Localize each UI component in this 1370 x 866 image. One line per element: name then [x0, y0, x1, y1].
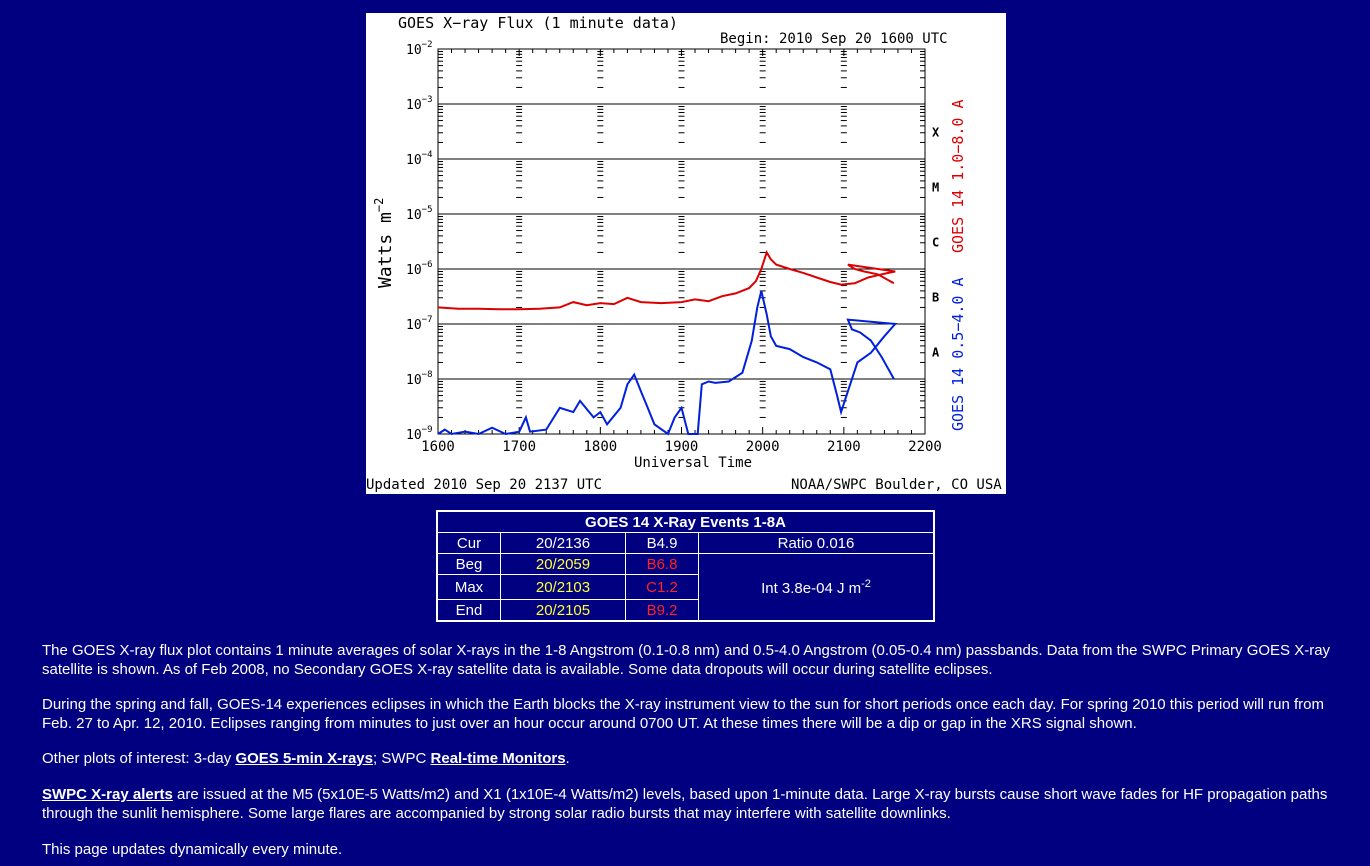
y-tick-label: 10−4 — [406, 150, 433, 168]
plot-title: GOES X−ray Flux (1 minute data) — [398, 14, 678, 32]
credit-label: NOAA/SWPC Boulder, CO USA — [791, 477, 1002, 493]
flare-class-label: A — [932, 346, 940, 360]
x-tick-label: 1700 — [502, 439, 536, 455]
flare-class-label: X — [932, 126, 940, 140]
y-tick-label: 10−7 — [406, 315, 433, 333]
legend-short-channel: GOES 14 0.5−4.0 A — [949, 277, 967, 431]
x-axis-label: Universal Time — [634, 455, 752, 471]
row-label: End — [436, 599, 501, 622]
flare-class-label: B — [932, 291, 939, 305]
x-tick-label: 1600 — [421, 439, 455, 455]
paragraph-description: The GOES X-ray flux plot contains 1 minu… — [42, 642, 1331, 678]
table-row: Max 20/2103 C1.2 — [436, 574, 934, 600]
x-tick-label: 2200 — [908, 439, 942, 455]
realtime-monitors-link[interactable]: Real-time Monitors — [430, 750, 566, 767]
row-class: B4.9 — [625, 532, 699, 554]
series-short-channel — [437, 290, 898, 436]
table-row: End 20/2105 B9.2 — [436, 599, 934, 622]
x-tick-label: 1800 — [583, 439, 617, 455]
row-time: 20/2105 — [500, 599, 626, 622]
row-class: B6.8 — [625, 553, 699, 575]
y-tick-labels: 10−2 10−3 10−4 10−5 10−6 10−7 10−8 10−9 — [406, 40, 433, 443]
row-label: Cur — [436, 532, 501, 554]
row-class: B9.2 — [625, 599, 699, 622]
events-title-row: GOES 14 X-Ray Events 1-8A — [436, 510, 935, 533]
events-title: GOES 14 X-Ray Events 1-8A — [436, 510, 935, 533]
row-class: C1.2 — [625, 574, 699, 600]
x-tick-labels: 1600 1700 1800 1900 2000 2100 2200 — [421, 439, 942, 455]
paragraph-other-plots: Other plots of interest: 3-day GOES 5-mi… — [42, 750, 570, 767]
x-tick-label: 1900 — [665, 439, 699, 455]
flare-class-labels: X M C B A — [932, 126, 940, 360]
row-time: 20/2136 — [500, 532, 626, 554]
paragraph-eclipse: During the spring and fall, GOES-14 expe… — [42, 696, 1325, 732]
y-tick-label: 10−6 — [406, 260, 433, 278]
series-long-channel — [437, 249, 896, 311]
xray-flux-plot: GOES X−ray Flux (1 minute data) Begin: 2… — [366, 13, 1006, 494]
legend-long-channel: GOES 14 1.0−8.0 A — [949, 99, 967, 253]
y-tick-label: 10−5 — [406, 205, 433, 223]
swpc-xray-alerts-link[interactable]: SWPC X-ray alerts — [42, 786, 173, 803]
updated-label: Updated 2010 Sep 20 2137 UTC — [366, 477, 602, 493]
y-axis-label: Watts m−2 — [372, 198, 396, 288]
table-row: Cur 20/2136 B4.9 Ratio 0.016 — [436, 532, 935, 554]
row-info-integral: Int 3.8e-04 J m-2 — [698, 553, 935, 622]
row-time: 20/2103 — [500, 574, 626, 600]
y-tick-label: 10−3 — [406, 95, 433, 113]
xray-events-table: GOES 14 X-Ray Events 1-8A Cur 20/2136 B4… — [436, 510, 935, 622]
goes-5min-xrays-link[interactable]: GOES 5-min X-rays — [235, 750, 373, 767]
row-label: Max — [436, 574, 501, 600]
paragraph-update-note: This page updates dynamically every minu… — [42, 841, 343, 858]
flare-class-label: C — [932, 236, 939, 250]
y-tick-label: 10−2 — [406, 40, 433, 58]
flare-class-label: M — [932, 181, 939, 195]
plot-begin-label: Begin: 2010 Sep 20 1600 UTC — [720, 31, 948, 47]
y-tick-label: 10−9 — [406, 425, 433, 443]
paragraph-alerts: SWPC X-ray alerts are issued at the M5 (… — [42, 786, 1328, 822]
x-tick-label: 2000 — [746, 439, 780, 455]
row-label: Beg — [436, 553, 501, 575]
row-info: Ratio 0.016 — [698, 532, 935, 554]
plot-series — [437, 249, 898, 436]
x-tick-label: 2100 — [827, 439, 861, 455]
table-row: Beg 20/2059 B6.8 Int 3.8e-04 J m-2 — [436, 553, 935, 622]
row-time: 20/2059 — [500, 553, 626, 575]
y-tick-label: 10−8 — [406, 370, 433, 388]
